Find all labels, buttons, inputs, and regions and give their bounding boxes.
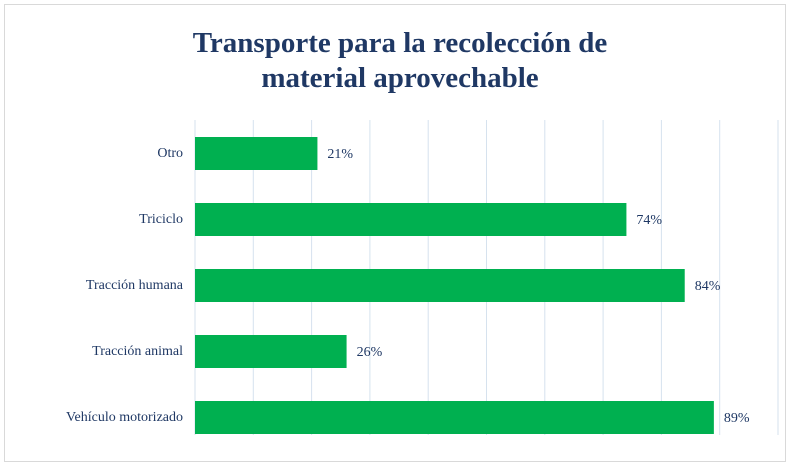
y-tick-label: Otro [157,146,183,161]
y-tick-label: Vehículo motorizado [66,410,183,425]
bar [195,401,714,434]
value-label: 84% [695,279,721,294]
value-label: 74% [636,213,662,228]
bar [195,137,318,170]
value-label: 21% [327,147,353,162]
y-tick-label: Tracción humana [86,278,184,293]
bar [195,269,685,302]
chart-title: Transporte para la recolección de materia… [193,27,608,94]
y-tick-label: Triciclo [139,212,183,227]
value-label: 89% [724,411,750,426]
bar [195,335,347,368]
bar [195,203,627,236]
value-label: 26% [357,345,383,360]
y-tick-label: Tracción animal [92,344,183,359]
